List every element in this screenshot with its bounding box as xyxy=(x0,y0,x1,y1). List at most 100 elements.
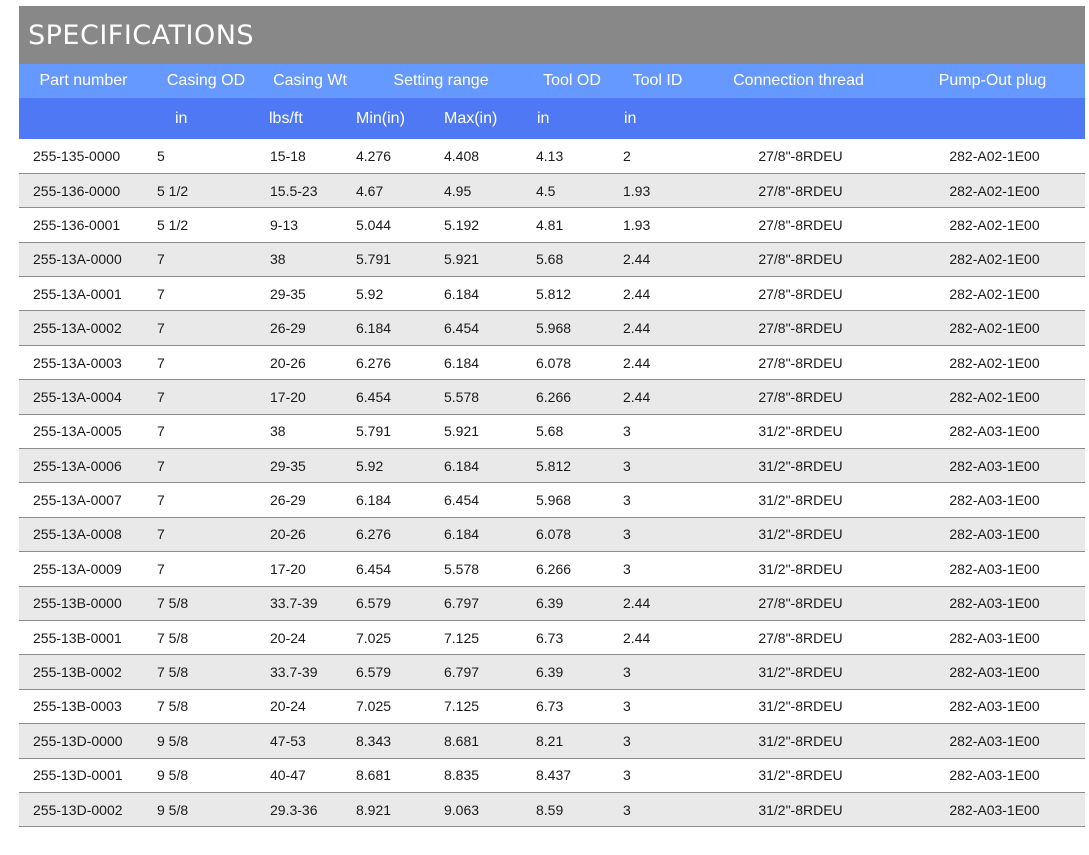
casing-od-cell: 7 5/8 xyxy=(148,689,264,725)
table-row: 255-13A-0002 7 26-29 6.184 6.454 5.968 2.44 27/… xyxy=(19,310,1085,346)
tool-od-cell: 6.266 xyxy=(526,379,618,415)
tool-od-cell: 6.078 xyxy=(526,517,618,553)
min-cell: 4.67 xyxy=(356,173,438,209)
tool-od-cell: 5.812 xyxy=(526,276,618,312)
min-cell: 7.025 xyxy=(356,620,438,656)
table-row: 255-13A-0003 7 20-26 6.276 6.184 6.078 2.44 27/… xyxy=(19,345,1085,381)
unit-tool-od: in xyxy=(537,109,550,127)
pump-out-plug-cell: 282-A03-1E00 xyxy=(900,620,1085,656)
pump-out-plug-cell: 282-A03-1E00 xyxy=(900,723,1085,759)
min-cell: 7.025 xyxy=(356,689,438,725)
casing-wt-cell: 20-24 xyxy=(264,689,356,725)
part-number-cell: 255-13D-0002 xyxy=(19,792,148,828)
connection-thread-cell: 27/8"-8RDEU xyxy=(697,345,900,381)
unit-tool-id: in xyxy=(624,109,637,127)
table-row: 255-13B-0001 7 5/8 20-24 7.025 7.125 6.73 2.44… xyxy=(19,620,1085,656)
table-row: 255-13D-0002 9 5/8 29.3-36 8.921 9.063 8.59 3 3… xyxy=(19,792,1085,828)
casing-wt-cell: 26-29 xyxy=(264,482,356,518)
tool-od-cell: 4.5 xyxy=(526,173,618,209)
tool-od-cell: 5.812 xyxy=(526,448,618,484)
casing-wt-cell: 38 xyxy=(264,242,356,278)
casing-wt-cell: 26-29 xyxy=(264,310,356,346)
casing-od-cell: 7 xyxy=(148,551,264,587)
connection-thread-cell: 27/8"-8RDEU xyxy=(697,379,900,415)
part-number-cell: 255-136-0000 xyxy=(19,173,148,209)
header-casing-wt: Casing Wt xyxy=(273,72,347,89)
connection-thread-cell: 31/2"-8RDEU xyxy=(697,517,900,553)
min-cell: 8.681 xyxy=(356,758,438,793)
tool-od-cell: 6.39 xyxy=(526,586,618,621)
casing-od-cell: 9 5/8 xyxy=(148,792,264,828)
specifications-panel: SPECIFICATIONS Part number Casing OD Cas… xyxy=(19,6,1085,828)
unit-min: Min(in) xyxy=(356,109,405,127)
tool-id-cell: 3 xyxy=(618,448,697,484)
header-row: Part number Casing OD Casing Wt Setting … xyxy=(19,64,1085,98)
tool-id-cell: 2.44 xyxy=(618,586,697,621)
min-cell: 5.044 xyxy=(356,207,438,243)
table-row: 255-136-0001 5 1/2 9-13 5.044 5.192 4.81 1.93 2… xyxy=(19,207,1085,243)
header-setting-range: Setting range xyxy=(393,72,489,89)
max-cell: 6.184 xyxy=(438,276,526,312)
connection-thread-cell: 31/2"-8RDEU xyxy=(697,758,900,793)
part-number-cell: 255-13A-0006 xyxy=(19,448,148,484)
max-cell: 5.921 xyxy=(438,242,526,278)
casing-od-cell: 9 5/8 xyxy=(148,723,264,759)
table-row: 255-13D-0000 9 5/8 47-53 8.343 8.681 8.21 3 31/… xyxy=(19,723,1085,759)
casing-wt-cell: 40-47 xyxy=(264,758,356,793)
max-cell: 6.454 xyxy=(438,310,526,346)
casing-od-cell: 7 xyxy=(148,310,264,346)
pump-out-plug-cell: 282-A02-1E00 xyxy=(900,139,1085,174)
tool-id-cell: 3 xyxy=(618,792,697,828)
casing-wt-cell: 20-26 xyxy=(264,517,356,553)
unit-connection-thread xyxy=(697,98,900,139)
connection-thread-cell: 27/8"-8RDEU xyxy=(697,276,900,312)
max-cell: 9.063 xyxy=(438,792,526,828)
part-number-cell: 255-136-0001 xyxy=(19,207,148,243)
part-number-cell: 255-13A-0008 xyxy=(19,517,148,553)
max-cell: 6.184 xyxy=(438,345,526,381)
casing-od-cell: 5 xyxy=(148,139,264,174)
pump-out-plug-cell: 282-A03-1E00 xyxy=(900,792,1085,828)
max-cell: 7.125 xyxy=(438,689,526,725)
casing-od-cell: 7 xyxy=(148,517,264,553)
casing-wt-cell: 17-20 xyxy=(264,551,356,587)
max-cell: 8.835 xyxy=(438,758,526,793)
connection-thread-cell: 31/2"-8RDEU xyxy=(697,551,900,587)
min-cell: 4.276 xyxy=(356,139,438,174)
max-cell: 4.95 xyxy=(438,173,526,209)
specifications-table: Part number Casing OD Casing Wt Setting … xyxy=(19,64,1085,828)
header-pump-out-plug: Pump-Out plug xyxy=(938,72,1047,89)
min-cell: 8.343 xyxy=(356,723,438,759)
tool-od-cell: 5.968 xyxy=(526,482,618,518)
header-casing-od: Casing OD xyxy=(166,72,246,89)
max-cell: 5.192 xyxy=(438,207,526,243)
connection-thread-cell: 31/2"-8RDEU xyxy=(697,792,900,828)
casing-wt-cell: 15.5-23 xyxy=(264,173,356,209)
max-cell: 7.125 xyxy=(438,620,526,656)
tool-id-cell: 2 xyxy=(618,139,697,174)
casing-wt-cell: 20-26 xyxy=(264,345,356,381)
part-number-cell: 255-13A-0001 xyxy=(19,276,148,312)
connection-thread-cell: 27/8"-8RDEU xyxy=(697,310,900,346)
connection-thread-cell: 31/2"-8RDEU xyxy=(697,654,900,690)
pump-out-plug-cell: 282-A02-1E00 xyxy=(900,345,1085,381)
header-connection-thread: Connection thread xyxy=(733,72,864,89)
casing-od-cell: 5 1/2 xyxy=(148,173,264,209)
casing-od-cell: 9 5/8 xyxy=(148,758,264,793)
pump-out-plug-cell: 282-A03-1E00 xyxy=(900,448,1085,484)
title-bar: SPECIFICATIONS xyxy=(19,6,1085,64)
connection-thread-cell: 27/8"-8RDEU xyxy=(697,173,900,209)
table-row: 255-13A-0006 7 29-35 5.92 6.184 5.812 3 31/2"-8… xyxy=(19,448,1085,484)
casing-od-cell: 5 1/2 xyxy=(148,207,264,243)
part-number-cell: 255-13A-0004 xyxy=(19,379,148,415)
pump-out-plug-cell: 282-A02-1E00 xyxy=(900,242,1085,278)
connection-thread-cell: 27/8"-8RDEU xyxy=(697,620,900,656)
min-cell: 6.184 xyxy=(356,482,438,518)
pump-out-plug-cell: 282-A03-1E00 xyxy=(900,517,1085,553)
tool-id-cell: 3 xyxy=(618,551,697,587)
table-row: 255-13A-0004 7 17-20 6.454 5.578 6.266 2.44 27/… xyxy=(19,379,1085,415)
max-cell: 5.921 xyxy=(438,414,526,450)
casing-od-cell: 7 xyxy=(148,276,264,312)
pump-out-plug-cell: 282-A03-1E00 xyxy=(900,586,1085,621)
connection-thread-cell: 31/2"-8RDEU xyxy=(697,448,900,484)
